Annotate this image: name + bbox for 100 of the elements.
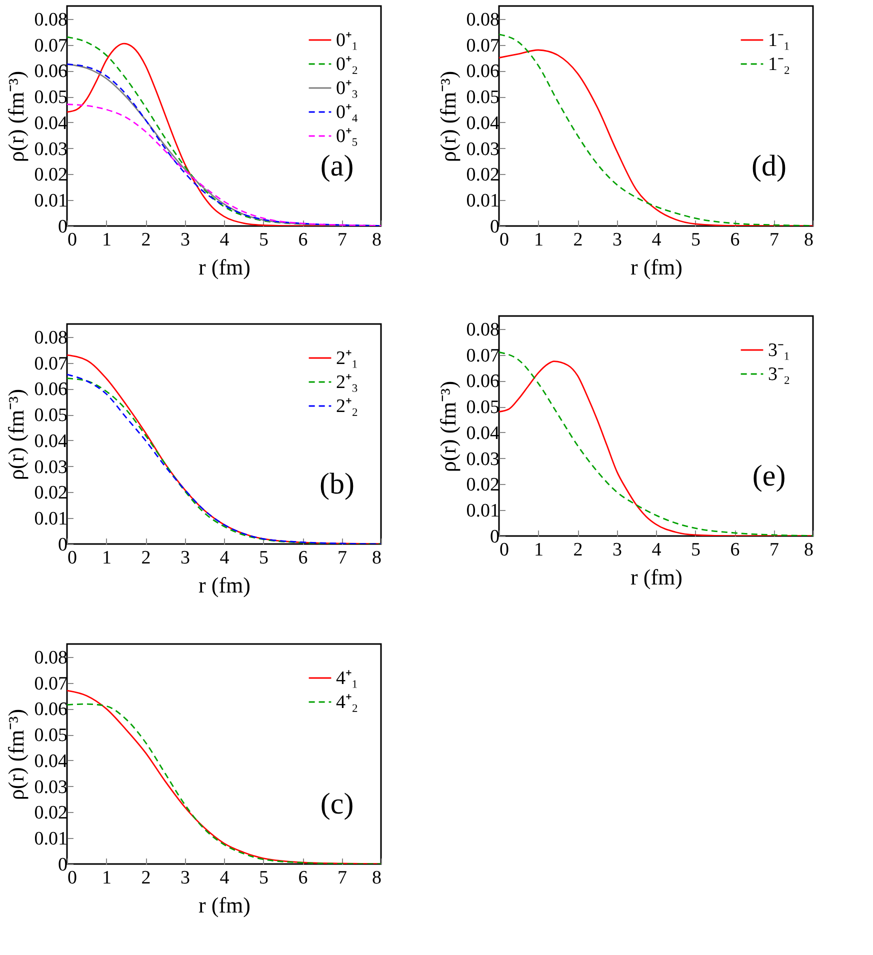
y-tick-label: 0.02: [34, 802, 68, 824]
y-tick-label: 0: [58, 216, 68, 238]
y-axis-title: ρ(r) (fm⁻³): [3, 70, 28, 162]
x-tick-label: 4: [220, 548, 230, 568]
legend-label: 0⁺₂: [336, 54, 358, 75]
legend-label: 0⁺₁: [336, 30, 358, 51]
y-tick-label: 0.03: [466, 138, 500, 160]
y-axis-title: ρ(r) (fm⁻³): [3, 388, 28, 480]
annotation: (b): [320, 468, 355, 501]
y-tick-label: 0.02: [466, 164, 500, 186]
x-axis-title: r (fm): [198, 892, 250, 918]
legend-label: 0⁺₅: [336, 126, 358, 147]
x-tick-label: 5: [259, 548, 268, 568]
x-tick-label: 5: [691, 230, 700, 250]
x-tick-label: 8: [804, 230, 814, 250]
x-axis-title: r (fm): [198, 572, 250, 598]
annotation: (e): [752, 460, 786, 493]
y-tick-label: 0.08: [466, 319, 500, 340]
y-tick-label: 0.03: [34, 776, 68, 798]
y-tick-label: 0.07: [34, 353, 68, 374]
line-series: [67, 104, 381, 226]
x-tick-label: 3: [180, 230, 190, 250]
legend-label: 0⁺₃: [336, 78, 358, 99]
y-tick-label: 0.04: [466, 422, 500, 444]
legend-label: 2⁺₃: [336, 372, 358, 393]
x-tick-label: 4: [220, 230, 230, 250]
legend-label: 4⁺₂: [336, 692, 358, 713]
x-tick-label: 7: [770, 540, 779, 560]
y-tick-label: 0.06: [466, 61, 500, 82]
annotation: (d): [752, 150, 787, 183]
x-tick-label: 1: [534, 230, 544, 250]
x-tick-label: 3: [612, 230, 622, 250]
y-tick-label: 0.03: [34, 456, 68, 478]
x-tick-label: 2: [141, 548, 151, 568]
x-tick-label: 3: [612, 540, 622, 560]
y-tick-label: 0.02: [466, 474, 500, 496]
y-tick-label: 0.05: [34, 87, 68, 108]
x-tick-label: 6: [730, 540, 740, 560]
y-axis-title: ρ(r) (fm⁻³): [435, 380, 460, 472]
legend-label: 3⁻₁: [768, 340, 790, 361]
y-tick-label: 0.08: [34, 647, 68, 668]
x-tick-label: 2: [141, 230, 151, 250]
x-tick-label: 3: [180, 548, 190, 568]
y-tick-label: 0: [58, 854, 68, 876]
x-tick-label: 8: [372, 230, 382, 250]
y-tick-label: 0.02: [34, 482, 68, 504]
y-tick-label: 0.05: [466, 87, 500, 108]
x-tick-label: 2: [141, 868, 151, 888]
x-tick-label: 7: [338, 548, 347, 568]
y-axis-title: ρ(r) (fm⁻³): [435, 70, 460, 162]
x-tick-label: 6: [730, 230, 740, 250]
y-tick-label: 0.07: [34, 35, 68, 56]
y-tick-label: 0.07: [466, 35, 500, 56]
x-tick-label: 4: [220, 868, 230, 888]
x-tick-label: 8: [372, 868, 382, 888]
y-tick-label: 0.06: [34, 379, 68, 400]
y-tick-label: 0.03: [34, 138, 68, 160]
y-tick-label: 0.05: [34, 405, 68, 426]
y-tick-label: 0.06: [34, 61, 68, 82]
y-tick-label: 0.06: [466, 371, 500, 392]
x-tick-label: 6: [298, 868, 308, 888]
y-tick-label: 0.01: [34, 190, 68, 212]
x-tick-label: 4: [652, 540, 662, 560]
y-axis-title: ρ(r) (fm⁻³): [3, 708, 28, 800]
legend-label: 1⁻₁: [768, 30, 790, 51]
legend-label: 2⁺₁: [336, 348, 358, 369]
legend-label: 4⁺₁: [336, 668, 358, 689]
x-tick-label: 6: [298, 230, 308, 250]
x-tick-label: 7: [338, 868, 347, 888]
annotation: (a): [320, 150, 354, 183]
y-tick-label: 0.05: [34, 725, 68, 746]
x-tick-label: 5: [259, 230, 268, 250]
x-tick-label: 1: [534, 540, 544, 560]
x-tick-label: 2: [573, 230, 583, 250]
x-tick-label: 7: [338, 230, 347, 250]
y-tick-label: 0.04: [34, 112, 68, 134]
legend-label: 1⁻₂: [768, 54, 790, 75]
y-tick-label: 0.01: [466, 190, 500, 212]
x-axis-title: r (fm): [630, 564, 682, 590]
y-tick-label: 0.08: [466, 9, 500, 30]
x-tick-label: 5: [691, 540, 700, 560]
y-tick-label: 0.07: [34, 673, 68, 694]
y-tick-label: 0.01: [34, 828, 68, 850]
y-tick-label: 0: [490, 526, 500, 548]
x-tick-label: 8: [372, 548, 382, 568]
annotation: (c): [320, 788, 354, 821]
x-tick-label: 7: [770, 230, 779, 250]
legend-label: 3⁻₂: [768, 364, 790, 385]
y-tick-label: 0.05: [466, 397, 500, 418]
y-tick-label: 0.07: [466, 345, 500, 366]
legend-label: 2⁺₂: [336, 396, 358, 417]
y-tick-label: 0: [490, 216, 500, 238]
y-tick-label: 0.04: [34, 750, 68, 772]
y-tick-label: 0.03: [466, 448, 500, 470]
x-tick-label: 2: [573, 540, 583, 560]
legend-label: 0⁺₄: [336, 102, 358, 123]
x-tick-label: 1: [102, 230, 112, 250]
y-tick-label: 0.01: [466, 500, 500, 522]
y-tick-label: 0.06: [34, 699, 68, 720]
x-tick-label: 3: [180, 868, 190, 888]
